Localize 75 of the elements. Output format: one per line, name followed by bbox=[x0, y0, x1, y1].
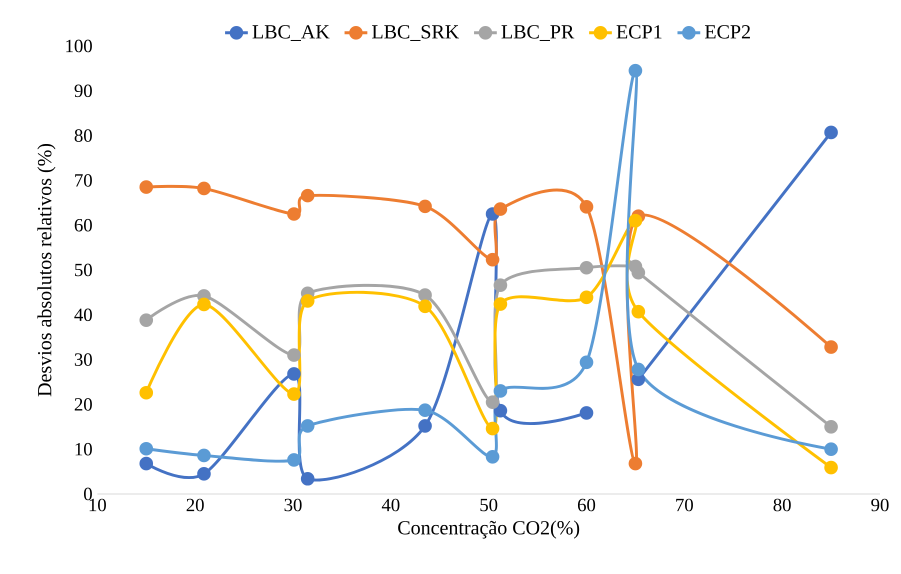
point bbox=[197, 467, 211, 481]
y-tick-label: 0 bbox=[84, 488, 92, 500]
point bbox=[494, 404, 508, 418]
point bbox=[287, 367, 301, 381]
point bbox=[486, 422, 500, 436]
x-tick-label: 20 bbox=[186, 498, 204, 512]
point bbox=[418, 200, 432, 214]
point bbox=[287, 348, 301, 362]
point bbox=[580, 290, 594, 304]
point bbox=[300, 472, 314, 486]
legend-label: LBC_AK bbox=[252, 25, 330, 41]
point bbox=[139, 456, 154, 470]
legend-label: ECP1 bbox=[616, 25, 662, 39]
x-tick-label: 60 bbox=[578, 498, 596, 512]
x-tick-label: 80 bbox=[774, 498, 791, 512]
y-tick-label: 90 bbox=[74, 84, 92, 98]
y-tick-label: 30 bbox=[74, 353, 92, 366]
x-tick-label: 70 bbox=[676, 498, 693, 512]
point bbox=[300, 188, 314, 202]
point bbox=[287, 453, 301, 467]
x-tick-label: 30 bbox=[284, 498, 302, 512]
legend-label: LBC_SRK bbox=[372, 25, 460, 41]
point bbox=[197, 298, 211, 312]
x-tick-label: 50 bbox=[480, 498, 498, 512]
x-tick-label: 90 bbox=[871, 498, 889, 512]
point bbox=[139, 386, 154, 400]
point bbox=[139, 180, 154, 194]
legend-label: LBC_PR bbox=[502, 25, 574, 41]
point bbox=[494, 202, 508, 216]
point bbox=[580, 406, 594, 420]
x-axis-title: Concentração CO2(%) bbox=[398, 520, 580, 539]
point bbox=[197, 182, 211, 196]
point bbox=[197, 448, 211, 462]
point bbox=[824, 340, 838, 354]
y-tick-label: 40 bbox=[74, 308, 92, 322]
y-tick-label: 10 bbox=[76, 442, 92, 456]
point bbox=[287, 207, 301, 221]
point bbox=[300, 294, 314, 308]
point bbox=[486, 395, 500, 409]
point bbox=[418, 299, 432, 314]
point bbox=[418, 419, 432, 433]
point bbox=[418, 403, 432, 418]
legend-label: ECP2 bbox=[704, 25, 750, 39]
point bbox=[628, 64, 642, 78]
point bbox=[580, 260, 594, 275]
point bbox=[632, 362, 646, 376]
x-tick-label: 40 bbox=[382, 498, 400, 512]
point bbox=[824, 460, 838, 474]
point bbox=[632, 266, 646, 280]
point bbox=[139, 313, 154, 327]
y-axis-title: Desvios absolutos relativos (%) bbox=[37, 144, 56, 396]
point bbox=[824, 442, 838, 456]
point bbox=[580, 200, 594, 214]
point bbox=[486, 252, 500, 266]
y-tick-label: 100 bbox=[66, 40, 92, 52]
x-tick-label: 10 bbox=[90, 498, 106, 512]
point bbox=[486, 450, 500, 464]
point bbox=[139, 442, 154, 456]
point bbox=[824, 420, 838, 434]
point bbox=[418, 288, 432, 302]
point bbox=[824, 126, 838, 140]
y-tick-label: 80 bbox=[74, 129, 92, 142]
point bbox=[494, 297, 508, 311]
point bbox=[494, 384, 508, 398]
point bbox=[300, 419, 314, 433]
point bbox=[632, 304, 646, 318]
point bbox=[494, 278, 508, 292]
point bbox=[628, 214, 642, 228]
point bbox=[580, 355, 594, 370]
point bbox=[628, 456, 642, 470]
point bbox=[287, 387, 301, 401]
y-tick-label: 50 bbox=[75, 264, 92, 276]
y-tick-label: 20 bbox=[74, 398, 92, 411]
y-tick-label: 70 bbox=[75, 174, 92, 187]
y-tick-label: 60 bbox=[74, 218, 92, 232]
